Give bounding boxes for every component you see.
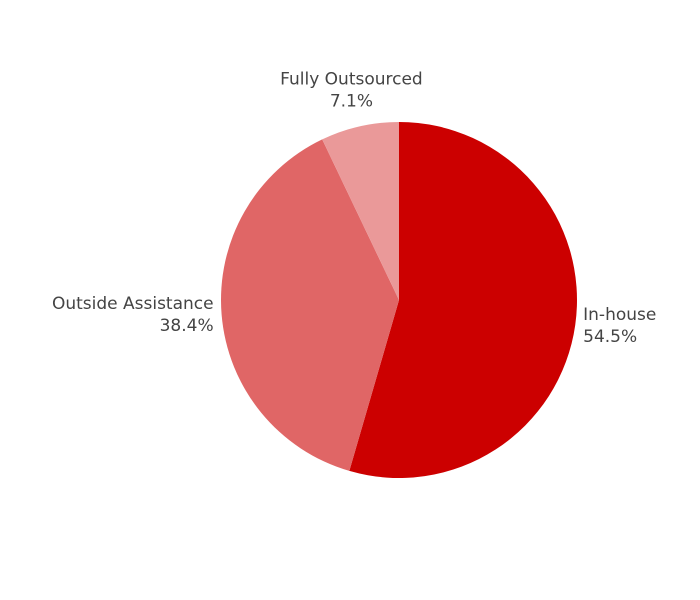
slice-value-label: 7.1% [330,91,373,111]
slice-value-label: 54.5% [583,327,637,347]
pie-slice [322,122,399,300]
slice-value-label: 38.4% [160,316,214,336]
slice-label: Fully Outsourced [280,69,423,89]
slice-label: In-house [583,305,656,325]
pie-slice [349,122,577,479]
slice-label: Outside Assistance [52,294,214,314]
pie-slice [220,139,399,471]
